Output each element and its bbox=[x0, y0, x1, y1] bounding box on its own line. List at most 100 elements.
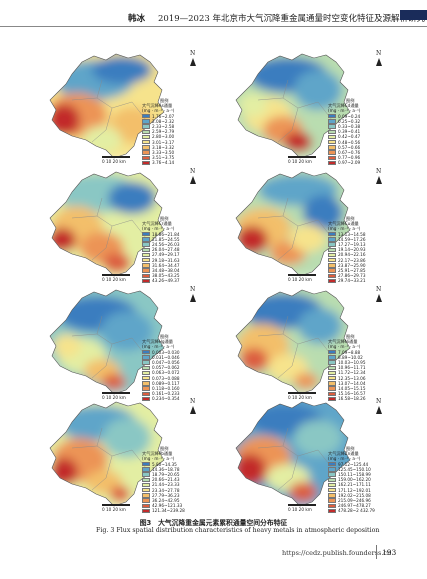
legend-swatch bbox=[142, 391, 150, 396]
footer-url: https://cedz.publish.founderss.cn bbox=[282, 549, 392, 557]
legend-label: 大气沉降Hg通量 bbox=[142, 339, 173, 345]
legend-entry: 0.42~0.47 bbox=[328, 134, 360, 139]
map-panel-cu: N 图例 大气沉降Cu通量 (mg · m⁻² · a⁻¹) 13.13~14.58 14… bbox=[228, 168, 394, 283]
legend: 图例 大气沉降Pb通量 (mg · m⁻² · a⁻¹) 5.80~14.35 14.3… bbox=[142, 446, 185, 513]
scale-label: 0 10 20 km bbox=[288, 506, 312, 512]
legend-swatch bbox=[328, 360, 336, 365]
legend-entry: 27.86~29.73 bbox=[328, 273, 366, 278]
legend-range: 23.34~27.78 bbox=[152, 487, 180, 493]
legend-entry: 0.25~0.32 bbox=[328, 119, 360, 124]
legend-swatch bbox=[142, 134, 150, 140]
legend-swatch bbox=[142, 268, 150, 273]
district-boundaries bbox=[71, 197, 147, 261]
north-label: N bbox=[190, 286, 196, 293]
map-panel-pb: N 图例 大气沉降Pb通量 (mg · m⁻² · a⁻¹) 5.80~14.35 14.… bbox=[42, 398, 208, 513]
legend-entry: 0.234~0.354 bbox=[142, 396, 180, 401]
legend-swatch bbox=[142, 145, 150, 150]
legend-range: 159.00~162.20 bbox=[338, 477, 371, 483]
legend-range: 0.42~0.47 bbox=[338, 134, 361, 140]
scale-bar: 0 10 20 km bbox=[288, 392, 316, 400]
legend-swatch bbox=[328, 242, 336, 247]
legend-entry: 0.118~0.160 bbox=[142, 386, 180, 391]
scale-label: 0 10 20 km bbox=[102, 276, 126, 282]
legend-swatch bbox=[142, 257, 150, 263]
legend: 图例 大气沉降Cd通量 (mg · m⁻² · a⁻¹) 0.09~0.24 0.25~… bbox=[328, 98, 360, 165]
legend-range: 14.36~18.78 bbox=[152, 466, 180, 472]
legend-range: 26.04~27.48 bbox=[152, 247, 180, 253]
page-header: 韩冰 2019—2023 年北京市大气沉降重金属通量时空变化特征及源解析研究 bbox=[0, 0, 427, 44]
legend-swatch bbox=[142, 370, 150, 376]
legend-entry: 0.161~0.233 bbox=[142, 391, 180, 396]
legend-swatch bbox=[328, 482, 336, 488]
legend-entry: 20.66~21.43 bbox=[142, 477, 185, 482]
scale-label: 0 10 20 km bbox=[102, 506, 126, 512]
scale-label: 0 10 20 km bbox=[288, 276, 312, 282]
north-arrow-icon bbox=[190, 294, 196, 302]
legend-range: 3.18~3.32 bbox=[152, 144, 175, 150]
flux-zone bbox=[290, 224, 326, 252]
legend-range: 3.76~4.14 bbox=[152, 160, 175, 166]
footer-divider bbox=[376, 545, 377, 559]
legend: 图例 大气沉降Hg通量 (mg · m⁻² · a⁻¹) 0.003~0.030 0.0… bbox=[142, 334, 180, 401]
legend-entry: 14.59~17.26 bbox=[328, 237, 366, 242]
map-panel-hg: N 图例 大气沉降Hg通量 (mg · m⁻² · a⁻¹) 0.003~0.030 0.… bbox=[42, 286, 208, 401]
city-boundary bbox=[49, 53, 165, 159]
legend-entry: 3.33~3.50 bbox=[142, 150, 174, 155]
flux-zone bbox=[101, 311, 153, 351]
legend-entry: 1.76~2.07 bbox=[142, 114, 174, 119]
north-arrow-icon bbox=[190, 176, 196, 184]
legend-entry: 0.09~0.24 bbox=[328, 114, 360, 119]
legend-swatch bbox=[328, 237, 336, 242]
legend-swatch bbox=[142, 482, 150, 488]
legend-range: 2.33~2.58 bbox=[152, 123, 175, 129]
legend-label: 大气沉降Cr通量 bbox=[142, 221, 172, 227]
legend-entry: 3.76~4.14 bbox=[142, 160, 174, 165]
legend-range: 162.21~171.11 bbox=[338, 482, 371, 488]
legend-swatch bbox=[142, 487, 150, 493]
legend-range: 27.49~29.17 bbox=[152, 252, 180, 258]
legend-entry: 246.97~478.27 bbox=[328, 503, 375, 508]
legend-swatch bbox=[328, 508, 336, 514]
legend-swatch bbox=[142, 273, 150, 278]
legend-range: 27.79~36.23 bbox=[152, 492, 180, 498]
legend-entry: 8.89~10.02 bbox=[328, 355, 366, 360]
district-boundaries bbox=[257, 197, 333, 261]
legend-swatch bbox=[328, 252, 336, 258]
flux-zone bbox=[294, 420, 342, 456]
legend-entry: 162.21~171.11 bbox=[328, 482, 375, 487]
legend-entry: 18.86~21.84 bbox=[142, 232, 180, 237]
legend-entry: 27.49~29.17 bbox=[142, 252, 180, 257]
legend-entry: 0.39~0.41 bbox=[328, 129, 360, 134]
legend-swatch bbox=[328, 247, 336, 252]
legend-range: 14.05~15.15 bbox=[338, 385, 366, 391]
legend-entry: 12.35~13.06 bbox=[328, 376, 366, 381]
legend-range: 171.12~192.01 bbox=[338, 487, 371, 493]
legend-swatch bbox=[328, 477, 336, 482]
legend-range: 13.13~14.58 bbox=[338, 231, 366, 237]
legend-swatch bbox=[142, 263, 150, 268]
page-number: 193 bbox=[382, 548, 397, 557]
legend-swatch bbox=[328, 232, 336, 237]
legend-entry: 36.24~42.95 bbox=[142, 498, 185, 503]
legend-entry: 0.073~0.088 bbox=[142, 376, 180, 381]
legend-swatch bbox=[142, 150, 150, 155]
north-label: N bbox=[376, 50, 382, 57]
legend-range: 22.17~23.86 bbox=[338, 257, 366, 263]
legend-entry: 171.12~192.01 bbox=[328, 488, 375, 493]
legend-entry: 11.72~12.34 bbox=[328, 370, 366, 375]
flux-zone bbox=[289, 482, 317, 502]
legend-swatch bbox=[142, 247, 150, 252]
legend-range: 0.39~0.41 bbox=[338, 129, 361, 135]
legend-entry: 24.56~26.03 bbox=[142, 242, 180, 247]
legend-swatch bbox=[328, 396, 336, 402]
legend-unit: (mg · m⁻² · a⁻¹) bbox=[328, 344, 361, 350]
legend-swatch bbox=[142, 462, 150, 467]
legend-swatch bbox=[142, 278, 150, 284]
north-arrow-icon bbox=[190, 58, 196, 66]
legend-entry: 215.09~246.96 bbox=[328, 498, 375, 503]
legend-entry: 38.05~43.25 bbox=[142, 273, 180, 278]
legend-entry: 34.48~38.04 bbox=[142, 268, 180, 273]
legend-unit: (mg · m⁻² · a⁻¹) bbox=[328, 108, 361, 114]
legend-range: 13.07~14.04 bbox=[338, 380, 366, 386]
flux-zone bbox=[50, 104, 80, 136]
